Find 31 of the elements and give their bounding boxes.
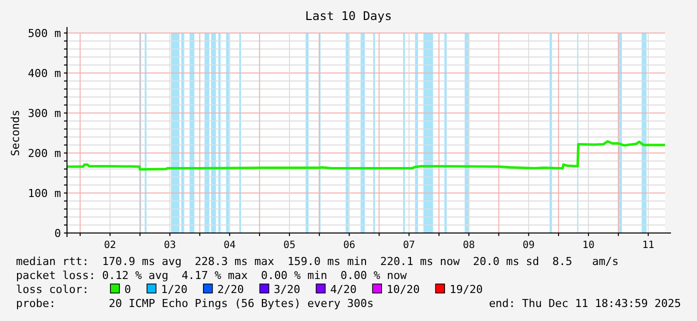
x-tick-label: 10 xyxy=(582,240,594,251)
y-axis-title: Seconds xyxy=(9,110,22,156)
text: 3/20 xyxy=(274,283,300,296)
y-tick-label: 100 m xyxy=(28,187,62,200)
y-tick-label: 500 m xyxy=(28,27,62,40)
x-tick-label: 03 xyxy=(164,240,176,251)
text: packet loss: 0.12 % avg 4.17 % max 0.00 % min 0.00 % now xyxy=(16,269,408,282)
x-tick-label: 11 xyxy=(642,240,654,251)
legend-title: loss color: xyxy=(16,283,89,296)
text: 19/20 xyxy=(450,283,483,296)
legend-label: 0 xyxy=(124,283,132,296)
line-series xyxy=(66,140,666,171)
x-tick-label: 06 xyxy=(343,240,356,251)
text: median rtt: 170.9 ms avg 228.3 ms max 159.0 ms min 220.1 ms now 20.0 ms sd 8.5 am/s xyxy=(16,255,619,268)
chart-title: Last 10 Days xyxy=(305,9,392,23)
text: 4/20 xyxy=(330,283,357,296)
text: 10/20 xyxy=(386,283,420,296)
y-tick-label: 400 m xyxy=(28,67,62,80)
x-tick-label: 04 xyxy=(224,240,236,251)
text: end: Thu Dec 11 18:43:59 2025 xyxy=(488,297,681,310)
y-tick-label: 0 xyxy=(54,227,61,240)
x-tick-label: 02 xyxy=(104,240,116,251)
x-tick-label: 09 xyxy=(522,240,535,251)
y-tick-label: 300 m xyxy=(28,107,62,120)
y-tick-label: 200 m xyxy=(28,147,62,160)
text: probe: 20 ICMP Echo Pings (56 Bytes) every 300s xyxy=(16,297,374,310)
text: 1/20 xyxy=(161,283,188,296)
x-tick-label: 05 xyxy=(283,240,296,251)
x-tick-label: 08 xyxy=(462,240,475,251)
x-tick-label: 07 xyxy=(403,240,416,251)
text: 2/20 xyxy=(217,283,244,296)
